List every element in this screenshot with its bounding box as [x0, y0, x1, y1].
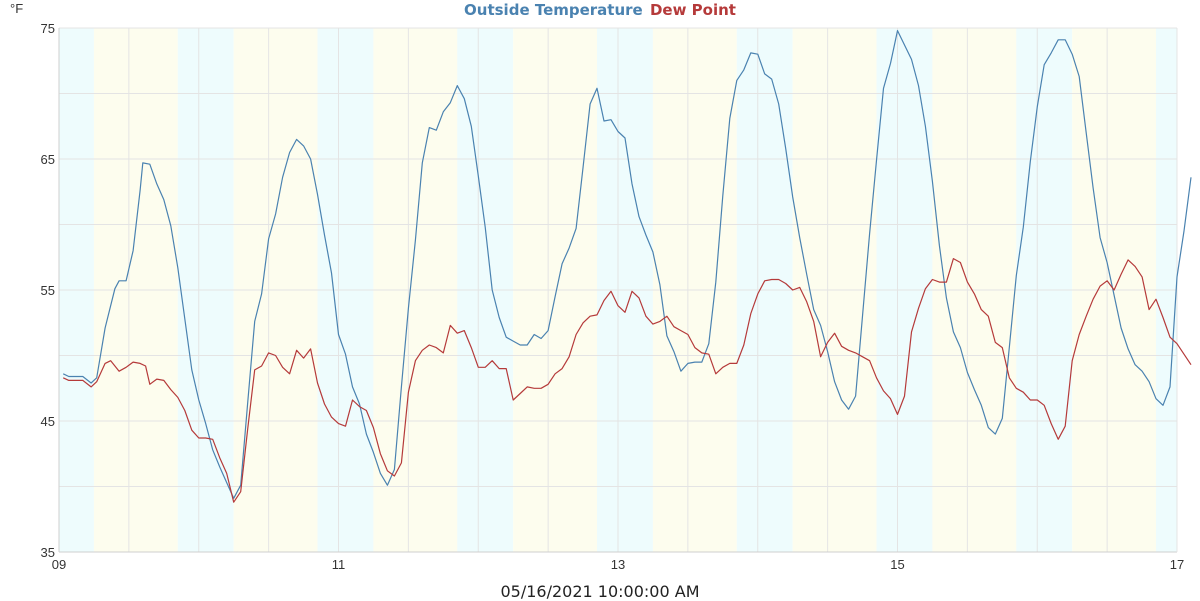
y-tick-label: 65	[41, 152, 55, 167]
outside-temperature-line	[62, 30, 1192, 499]
grid-lines	[58, 27, 1178, 553]
legend-outside-temperature[interactable]: Outside Temperature	[464, 1, 643, 19]
tick-labels: 35 45 55 65 75 09 11 13 15 17	[41, 21, 1185, 572]
x-tick-label: 13	[611, 557, 625, 572]
y-tick-label: 45	[41, 414, 55, 429]
cursor-timestamp: 05/16/2021 10:00:00 AM	[500, 582, 700, 601]
x-tick-label: 09	[52, 557, 66, 572]
chart-legend: Outside Temperature Dew Point	[0, 1, 1200, 19]
chart-series	[62, 30, 1192, 503]
dew-point-line	[62, 258, 1192, 503]
legend-dew-point[interactable]: Dew Point	[649, 1, 736, 19]
x-tick-label: 17	[1170, 557, 1184, 572]
x-tick-label: 11	[332, 557, 346, 572]
y-tick-label: 55	[41, 283, 55, 298]
x-tick-label: 15	[890, 557, 904, 572]
y-axis-unit: °F	[10, 1, 24, 16]
y-tick-label: 35	[41, 545, 55, 560]
y-tick-label: 75	[41, 21, 55, 36]
chart-axes	[58, 28, 1178, 553]
